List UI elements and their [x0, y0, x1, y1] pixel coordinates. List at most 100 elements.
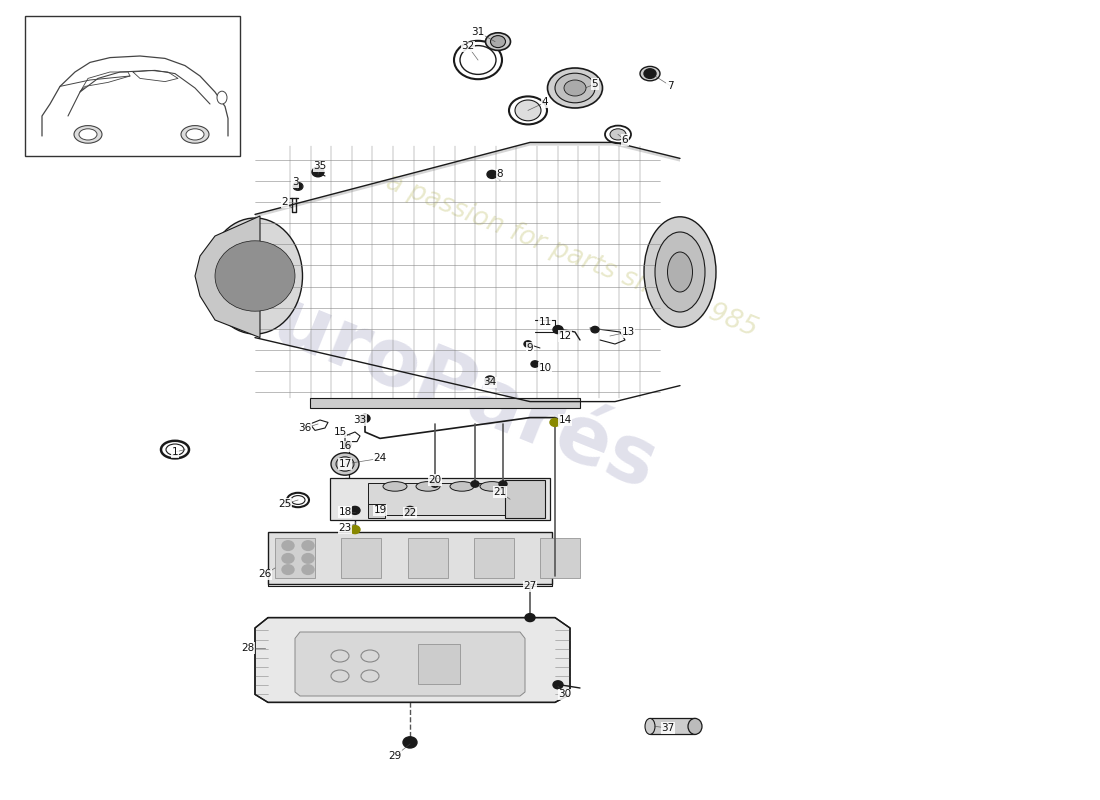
Circle shape [553, 326, 563, 334]
Polygon shape [255, 618, 570, 702]
Ellipse shape [688, 718, 702, 734]
Ellipse shape [556, 74, 595, 102]
Polygon shape [310, 398, 580, 408]
Text: 36: 36 [298, 423, 311, 433]
Text: 30: 30 [559, 690, 572, 699]
Text: 14: 14 [559, 415, 572, 425]
Ellipse shape [227, 251, 283, 301]
Circle shape [302, 541, 313, 550]
Circle shape [282, 565, 294, 574]
Ellipse shape [214, 241, 295, 311]
Circle shape [531, 361, 539, 367]
Text: 33: 33 [353, 415, 366, 425]
Ellipse shape [668, 252, 693, 292]
Text: 31: 31 [472, 27, 485, 37]
Ellipse shape [485, 33, 510, 50]
Circle shape [431, 481, 439, 487]
Polygon shape [275, 538, 315, 578]
Circle shape [360, 414, 370, 422]
Ellipse shape [640, 66, 660, 81]
Circle shape [350, 526, 360, 534]
Polygon shape [368, 483, 540, 515]
Circle shape [294, 183, 302, 190]
Ellipse shape [239, 262, 271, 290]
Text: 16: 16 [339, 442, 352, 451]
Text: 26: 26 [258, 570, 272, 579]
Text: euroParés: euroParés [212, 262, 668, 506]
Text: 22: 22 [404, 508, 417, 518]
Text: 5: 5 [592, 79, 598, 89]
Polygon shape [650, 718, 695, 734]
Circle shape [550, 418, 560, 426]
Text: 12: 12 [559, 331, 572, 341]
Polygon shape [295, 632, 525, 696]
Ellipse shape [336, 457, 354, 471]
Text: 7: 7 [667, 81, 673, 90]
Ellipse shape [383, 482, 407, 491]
Ellipse shape [564, 80, 586, 96]
Text: 10: 10 [538, 363, 551, 373]
Circle shape [343, 459, 351, 466]
Text: a passion for parts since 1985: a passion for parts since 1985 [383, 170, 761, 342]
Text: 9: 9 [527, 343, 534, 353]
Text: 17: 17 [339, 459, 352, 469]
Ellipse shape [548, 68, 603, 108]
Polygon shape [195, 216, 260, 338]
Circle shape [644, 69, 656, 78]
Circle shape [282, 541, 294, 550]
Text: 3: 3 [292, 178, 298, 187]
Polygon shape [368, 504, 385, 518]
Circle shape [282, 554, 294, 563]
Polygon shape [407, 538, 448, 578]
Text: 32: 32 [461, 42, 474, 51]
Ellipse shape [74, 126, 102, 143]
Text: 6: 6 [621, 135, 628, 145]
Ellipse shape [480, 482, 504, 491]
Ellipse shape [221, 246, 289, 306]
Text: 37: 37 [661, 723, 674, 733]
Ellipse shape [644, 217, 716, 327]
Text: 34: 34 [483, 378, 496, 387]
Circle shape [525, 614, 535, 622]
Circle shape [524, 341, 532, 347]
Text: 25: 25 [278, 499, 292, 509]
Circle shape [403, 737, 417, 748]
Text: 11: 11 [538, 318, 551, 327]
Circle shape [343, 442, 351, 448]
Ellipse shape [182, 126, 209, 143]
Text: 8: 8 [497, 170, 504, 179]
Polygon shape [540, 538, 580, 578]
Ellipse shape [515, 100, 541, 121]
Text: 1: 1 [172, 447, 178, 457]
Ellipse shape [331, 453, 359, 475]
Ellipse shape [250, 272, 260, 280]
Text: 35: 35 [314, 162, 327, 171]
Circle shape [485, 376, 495, 384]
Circle shape [302, 554, 313, 563]
Text: 24: 24 [373, 454, 386, 463]
Text: 28: 28 [241, 643, 254, 653]
Text: 2: 2 [282, 198, 288, 207]
Circle shape [553, 681, 563, 689]
Text: 13: 13 [621, 327, 635, 337]
Ellipse shape [416, 482, 440, 491]
Text: 20: 20 [428, 475, 441, 485]
Ellipse shape [645, 718, 654, 734]
Text: 23: 23 [339, 523, 352, 533]
Circle shape [312, 167, 324, 177]
Ellipse shape [217, 91, 227, 104]
Text: 21: 21 [494, 487, 507, 497]
Ellipse shape [293, 182, 303, 190]
Polygon shape [341, 538, 382, 578]
Ellipse shape [491, 35, 506, 48]
Polygon shape [474, 538, 514, 578]
Text: 15: 15 [333, 427, 346, 437]
Circle shape [591, 326, 600, 333]
Ellipse shape [208, 218, 302, 334]
Text: 19: 19 [373, 506, 386, 515]
Polygon shape [418, 644, 460, 684]
Circle shape [350, 506, 360, 514]
Ellipse shape [654, 232, 705, 312]
Polygon shape [268, 532, 552, 584]
Text: 29: 29 [388, 751, 401, 761]
